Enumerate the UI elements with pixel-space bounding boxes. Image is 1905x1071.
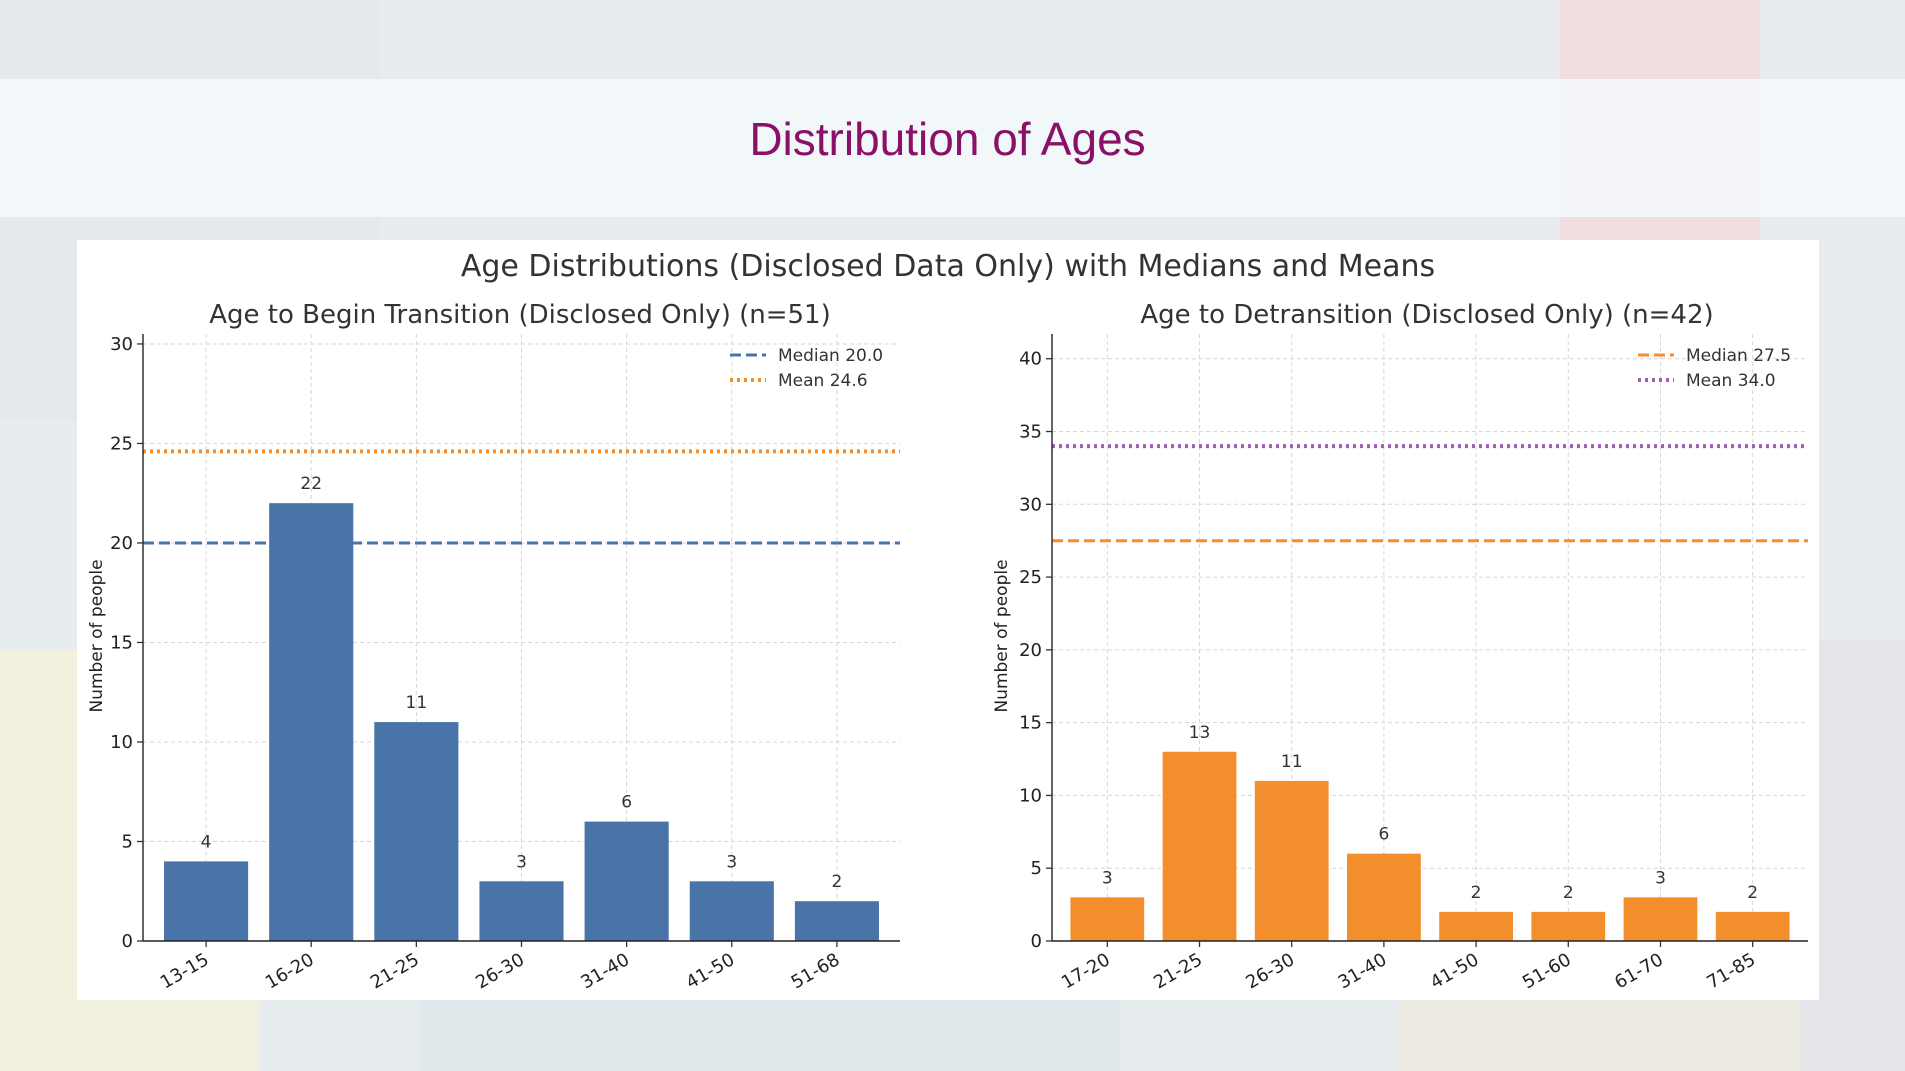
detransition-y-tick-label: 15 [1019, 713, 1042, 734]
chart-figure: Age Distributions (Disclosed Data Only) … [87, 249, 1808, 993]
transition-data-label: 3 [726, 852, 737, 872]
transition-y-axis-label: Number of people [87, 559, 107, 712]
detransition-bar [1162, 751, 1237, 941]
slide-title: Distribution of Ages [749, 113, 1146, 165]
transition-data-label: 11 [406, 693, 428, 713]
transition-y-tick-label: 25 [110, 433, 133, 454]
transition-bar [689, 881, 774, 941]
detransition-y-tick-label: 35 [1019, 422, 1042, 443]
detransition-bar [1623, 897, 1698, 941]
detransition-data-label: 11 [1281, 752, 1303, 772]
background-tile [1400, 1000, 1800, 1071]
transition-bar [479, 881, 564, 941]
transition-x-tick-label: 51-68 [788, 949, 844, 993]
transition-bar [164, 861, 249, 941]
detransition-x-tick-label: 41-50 [1427, 949, 1483, 993]
transition-legend-label: Median 20.0 [778, 346, 883, 366]
detransition-y-tick-label: 5 [1031, 858, 1042, 879]
transition-x-tick-label: 41-50 [682, 949, 738, 993]
detransition-bar [1347, 853, 1421, 941]
detransition-y-tick-label: 20 [1019, 640, 1042, 661]
transition-x-tick-label: 16-20 [262, 949, 318, 993]
chart-panel: Age Distributions (Disclosed Data Only) … [77, 240, 1819, 1000]
detransition-bar [1439, 911, 1513, 941]
detransition-bar [1531, 911, 1606, 941]
detransition-y-tick-label: 0 [1031, 931, 1042, 952]
detransition-x-tick-label: 31-40 [1335, 949, 1391, 993]
detransition-data-label: 3 [1102, 868, 1113, 888]
transition-bar [374, 722, 459, 941]
detransition-bar [1254, 780, 1329, 941]
transition-bar [584, 821, 669, 941]
detransition-x-tick-label: 26-30 [1242, 949, 1298, 993]
transition-data-label: 4 [201, 832, 212, 852]
transition-data-label: 6 [621, 793, 632, 813]
transition-y-tick-label: 0 [122, 931, 133, 952]
title-band [0, 79, 1905, 217]
transition-bar [269, 503, 354, 941]
transition-y-tick-label: 15 [110, 632, 133, 653]
transition-x-tick-label: 21-25 [367, 949, 423, 993]
detransition-chart: Age to Detransition (Disclosed Only) (n=… [992, 300, 1808, 993]
detransition-bar [1715, 911, 1790, 941]
detransition-y-tick-label: 40 [1019, 349, 1042, 370]
detransition-data-label: 2 [1563, 883, 1574, 903]
transition-data-label: 2 [832, 872, 843, 892]
detransition-y-tick-label: 10 [1019, 785, 1042, 806]
detransition-data-label: 6 [1378, 825, 1389, 845]
detransition-legend-label: Median 27.5 [1686, 346, 1791, 366]
detransition-x-tick-label: 17-20 [1058, 949, 1114, 993]
transition-data-label: 22 [300, 474, 322, 494]
transition-chart-title: Age to Begin Transition (Disclosed Only)… [209, 300, 831, 330]
transition-y-tick-label: 10 [110, 732, 133, 753]
transition-bar [794, 901, 879, 941]
transition-chart: Age to Begin Transition (Disclosed Only)… [87, 300, 900, 993]
detransition-data-label: 3 [1655, 868, 1666, 888]
detransition-data-label: 2 [1471, 883, 1482, 903]
transition-y-tick-label: 20 [110, 533, 133, 554]
transition-y-tick-label: 30 [110, 334, 133, 355]
detransition-x-tick-label: 71-85 [1703, 949, 1759, 993]
detransition-x-tick-label: 61-70 [1611, 949, 1667, 993]
background-tile [420, 1000, 1120, 1071]
transition-x-tick-label: 31-40 [577, 949, 633, 993]
detransition-legend-label: Mean 34.0 [1686, 371, 1776, 391]
transition-data-label: 3 [516, 852, 527, 872]
detransition-y-tick-label: 25 [1019, 567, 1042, 588]
transition-y-tick-label: 5 [122, 831, 133, 852]
chart-suptitle: Age Distributions (Disclosed Data Only) … [461, 249, 1435, 284]
detransition-data-label: 2 [1747, 883, 1758, 903]
detransition-bar [1070, 897, 1145, 941]
detransition-x-tick-label: 21-25 [1150, 949, 1206, 993]
detransition-x-tick-label: 51-60 [1519, 949, 1575, 993]
detransition-y-tick-label: 30 [1019, 494, 1042, 515]
detransition-chart-title: Age to Detransition (Disclosed Only) (n=… [1140, 300, 1713, 330]
transition-x-tick-label: 26-30 [472, 949, 528, 993]
detransition-y-axis-label: Number of people [992, 559, 1012, 712]
transition-x-tick-label: 13-15 [157, 949, 213, 993]
transition-legend-label: Mean 24.6 [778, 371, 868, 391]
detransition-data-label: 13 [1189, 723, 1211, 743]
